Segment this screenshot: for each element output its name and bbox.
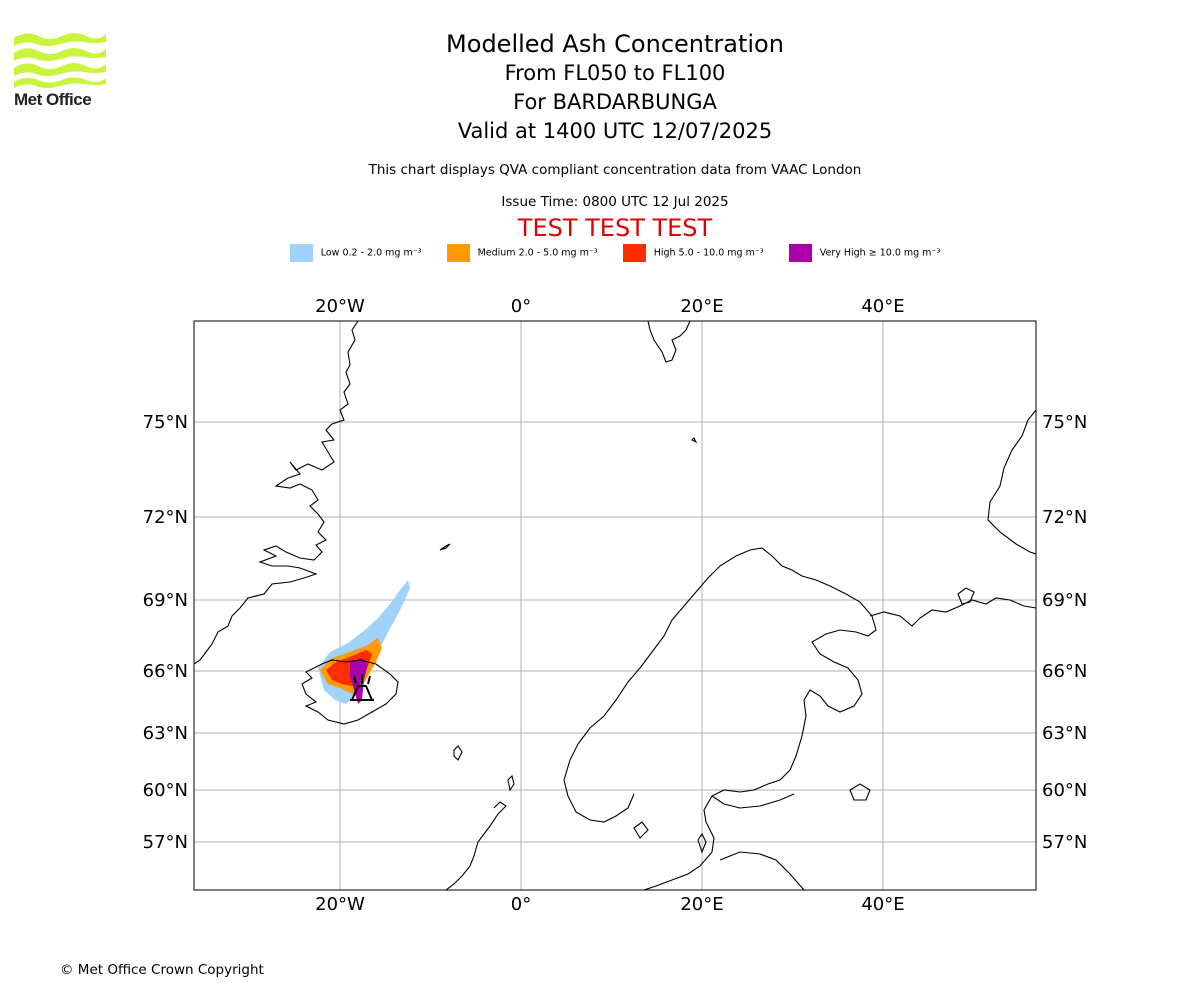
- lat-label-left-57n: 57°N: [143, 832, 188, 853]
- lake-ladoga: [849, 783, 871, 801]
- ash-plume: [318, 580, 410, 704]
- shetland: [507, 774, 515, 792]
- kola-coast: [869, 597, 1036, 627]
- lat-label-right-69n: 69°N: [1042, 590, 1087, 611]
- novaya-zemlya: [987, 409, 1036, 555]
- finland-coast: [711, 793, 795, 809]
- test-banner: TEST TEST TEST: [517, 214, 713, 242]
- legend-label-high: High 5.0 - 10.0 mg m⁻³: [653, 247, 764, 259]
- logo-text: Met Office: [14, 90, 92, 109]
- lon-label-bottom-0: 0°: [511, 894, 531, 915]
- lat-label-left-69n: 69°N: [143, 590, 188, 611]
- lat-label-right-60n: 60°N: [1042, 780, 1087, 801]
- baltic-coast: [719, 851, 805, 890]
- faroe-islands: [453, 745, 463, 761]
- uk-coast: [445, 801, 507, 890]
- kolguev: [957, 587, 975, 605]
- scandinavia-coast: [563, 547, 877, 890]
- svalbard-coast: [647, 321, 691, 363]
- chart-title: Modelled Ash Concentration: [446, 30, 784, 58]
- coastlines: [194, 321, 1036, 890]
- issue-time: Issue Time: 0800 UTC 12 Jul 2025: [501, 194, 729, 210]
- greenland-coast: [194, 321, 359, 665]
- lon-label-bottom-40e: 40°E: [861, 894, 904, 915]
- lat-label-left-72n: 72°N: [143, 507, 188, 528]
- lat-label-left-75n: 75°N: [143, 412, 188, 433]
- lon-label-top-40e: 40°E: [861, 296, 904, 317]
- map-content: [194, 321, 1036, 890]
- legend: Low 0.2 - 2.0 mg m⁻³ Medium 2.0 - 5.0 mg…: [0, 244, 1200, 262]
- met-office-logo: Met Office: [14, 30, 108, 110]
- map-frame: [193, 320, 1037, 891]
- lat-label-left-60n: 60°N: [143, 780, 188, 801]
- lat-label-left-63n: 63°N: [143, 723, 188, 744]
- legend-item-medium: Medium 2.0 - 5.0 mg m⁻³: [446, 244, 598, 262]
- lon-label-top-0: 0°: [511, 296, 531, 317]
- legend-swatch-medium: [446, 244, 470, 262]
- lat-label-right-57n: 57°N: [1042, 832, 1087, 853]
- lake-vanern: [633, 821, 649, 839]
- lat-label-right-72n: 72°N: [1042, 507, 1087, 528]
- volcano-name: For BARDARBUNGA: [513, 90, 717, 114]
- valid-time: Valid at 1400 UTC 12/07/2025: [457, 119, 773, 143]
- lat-label-right-66n: 66°N: [1042, 661, 1087, 682]
- gotland: [697, 832, 707, 854]
- flight-levels: From FL050 to FL100: [504, 61, 726, 85]
- lat-label-right-75n: 75°N: [1042, 412, 1087, 433]
- legend-item-high: High 5.0 - 10.0 mg m⁻³: [622, 244, 764, 262]
- lon-label-top-20w: 20°W: [315, 296, 365, 317]
- legend-label-low: Low 0.2 - 2.0 mg m⁻³: [320, 247, 422, 259]
- ash-very-high: [350, 658, 368, 704]
- lon-label-bottom-20e: 20°E: [680, 894, 723, 915]
- lon-label-top-20e: 20°E: [680, 296, 723, 317]
- legend-swatch-low: [289, 244, 313, 262]
- chart-description: This chart displays QVA compliant concen…: [368, 162, 862, 178]
- lon-label-bottom-20w: 20°W: [315, 894, 365, 915]
- jan-mayen: [439, 543, 451, 551]
- copyright-footer: © Met Office Crown Copyright: [60, 962, 264, 978]
- volcano-icon: [350, 674, 374, 701]
- wave-logo-icon: [14, 33, 106, 88]
- legend-swatch-high: [622, 244, 646, 262]
- legend-item-low: Low 0.2 - 2.0 mg m⁻³: [289, 244, 422, 262]
- legend-label-medium: Medium 2.0 - 5.0 mg m⁻³: [477, 247, 598, 259]
- lat-label-right-63n: 63°N: [1042, 723, 1087, 744]
- norway-south: [563, 779, 635, 823]
- legend-label-very-high: Very High ≥ 10.0 mg m⁻³: [819, 247, 941, 259]
- legend-item-very-high: Very High ≥ 10.0 mg m⁻³: [788, 244, 941, 262]
- iceland-coast: [301, 659, 399, 725]
- bear-island: [691, 437, 698, 444]
- chart-header: Modelled Ash Concentration From FL050 to…: [0, 30, 1200, 242]
- lat-label-left-66n: 66°N: [143, 661, 188, 682]
- legend-swatch-very-high: [788, 244, 812, 262]
- gridlines: [194, 321, 1036, 890]
